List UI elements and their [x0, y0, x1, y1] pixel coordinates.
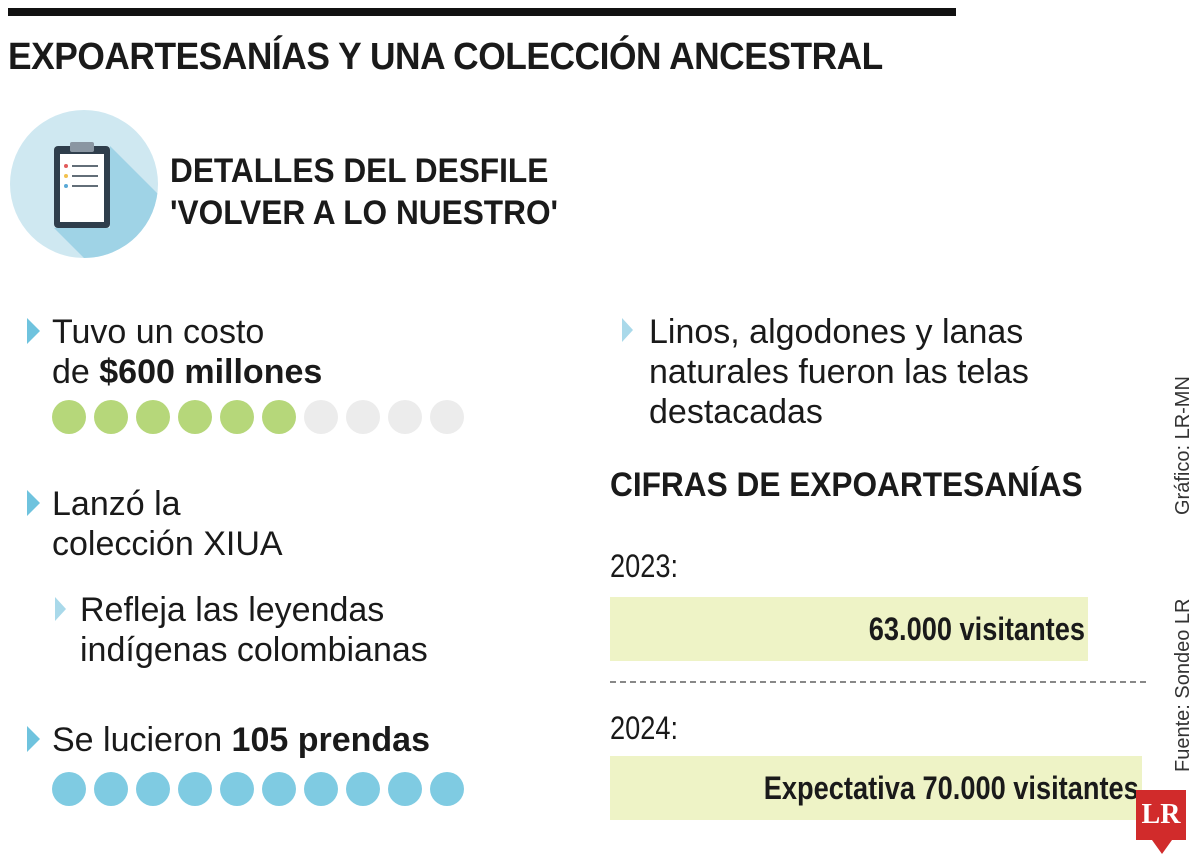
dot-filled: [94, 772, 128, 806]
coleccion-line2: colección XIUA: [52, 525, 283, 563]
section-title-line2: 'VOLVER A LO NUESTRO': [170, 194, 559, 232]
bullet-arrow-icon: [27, 318, 40, 344]
costo-dot-scale: [52, 400, 464, 434]
bullet-leyendas: Refleja las leyendas indígenas colombian…: [80, 590, 428, 670]
dashed-divider: [610, 681, 1146, 683]
dot-filled: [262, 772, 296, 806]
bullet-coleccion: Lanzó la colección XIUA: [52, 484, 283, 564]
prendas-prefix: Se lucieron: [52, 721, 232, 759]
bullet-telas: Linos, algodones y lanas naturales fuero…: [649, 312, 1029, 432]
sub-bullet-arrow-icon: [622, 318, 633, 342]
dot-filled: [94, 400, 128, 434]
dot-empty: [430, 400, 464, 434]
costo-line2: de $600 millones: [52, 352, 322, 392]
credit-fuente: Fuente: Sondeo LR: [1172, 598, 1194, 772]
costo-value: $600 millones: [99, 353, 323, 391]
dot-filled: [346, 772, 380, 806]
credit-grafico: Gráfico: LR-MN: [1172, 376, 1194, 515]
bullet-prendas: Se lucieron 105 prendas: [52, 720, 430, 760]
dot-filled: [52, 772, 86, 806]
dot-filled: [262, 400, 296, 434]
dot-filled: [136, 772, 170, 806]
leyendas-line2: indígenas colombianas: [80, 631, 428, 669]
cifras-title: CIFRAS DE EXPOARTESANÍAS: [610, 466, 1083, 504]
dot-filled: [136, 400, 170, 434]
clipboard-icon: [10, 110, 158, 258]
dot-filled: [220, 772, 254, 806]
section-title: DETALLES DEL DESFILE 'VOLVER A LO NUESTR…: [170, 150, 558, 234]
dot-filled: [178, 772, 212, 806]
telas-line3: destacadas: [649, 393, 823, 431]
dot-filled: [52, 400, 86, 434]
bullet-arrow-icon: [27, 490, 40, 516]
dot-empty: [346, 400, 380, 434]
sub-bullet-arrow-icon: [55, 597, 66, 621]
telas-line2: naturales fueron las telas: [649, 353, 1029, 391]
section-title-line1: DETALLES DEL DESFILE: [170, 152, 549, 190]
lr-logo: LR: [1136, 790, 1186, 840]
year-2023: 2023:: [610, 548, 679, 584]
visitors-label-2023: 63.000 visitantes: [868, 610, 1085, 647]
top-rule: [8, 8, 956, 16]
telas-line1: Linos, algodones y lanas: [649, 313, 1024, 351]
prendas-value: 105 prendas: [231, 721, 430, 759]
dot-filled: [178, 400, 212, 434]
costo-prefix: de: [52, 353, 100, 391]
bullet-arrow-icon: [27, 726, 40, 752]
dot-filled: [430, 772, 464, 806]
coleccion-line1: Lanzó la: [52, 485, 181, 523]
lr-logo-tail: [1152, 840, 1172, 854]
visitors-bar-2024: Expectativa 70.000 visitantes: [610, 756, 1142, 820]
visitors-bar-2023: 63.000 visitantes: [610, 597, 1088, 661]
dot-filled: [304, 772, 338, 806]
costo-line1: Tuvo un costo: [52, 313, 265, 351]
page-title: EXPOARTESANÍAS Y UNA COLECCIÓN ANCESTRAL: [8, 36, 883, 78]
visitors-label-2024: Expectativa 70.000 visitantes: [763, 769, 1139, 806]
dot-empty: [388, 400, 422, 434]
prendas-dot-scale: [52, 772, 464, 806]
dot-empty: [304, 400, 338, 434]
dot-filled: [220, 400, 254, 434]
bullet-costo: Tuvo un costo de $600 millones: [52, 312, 322, 392]
leyendas-line1: Refleja las leyendas: [80, 591, 385, 629]
dot-filled: [388, 772, 422, 806]
year-2024: 2024:: [610, 710, 679, 746]
